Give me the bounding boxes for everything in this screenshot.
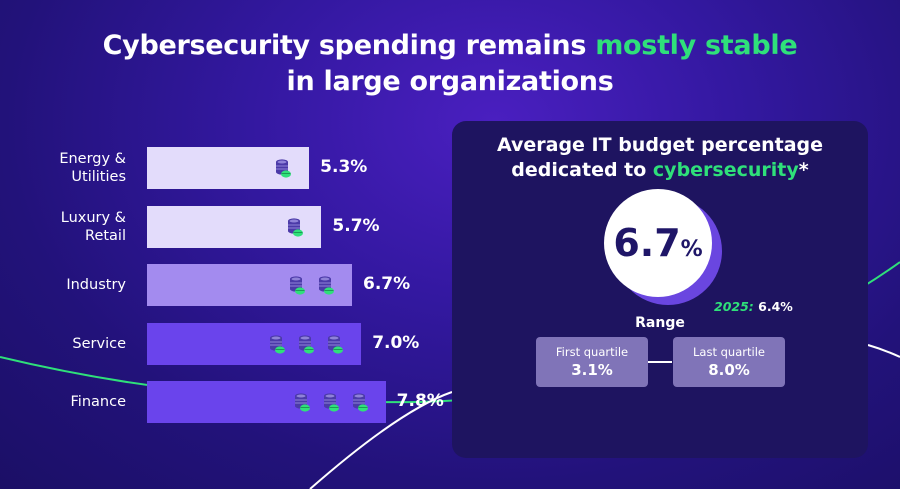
coin-stack-group xyxy=(289,274,336,296)
coin-stack-icon xyxy=(269,333,287,355)
category-label: Service xyxy=(72,335,126,352)
page-title-line-1: Cybersecurity spending remains mostly st… xyxy=(102,30,798,61)
bar-value-label: 6.7% xyxy=(363,274,411,294)
last-quartile-value: 8.0% xyxy=(708,361,750,379)
page-title-line-2: in large organizations xyxy=(286,66,614,97)
bar xyxy=(147,381,386,423)
category-label: Finance xyxy=(70,394,126,410)
bar xyxy=(147,322,362,365)
summary-card: Average IT budget percentage dedicated t… xyxy=(452,121,868,458)
coin-stack-icon xyxy=(318,274,336,296)
white-decorative-curve xyxy=(309,391,453,489)
last-quartile-label: Last quartile xyxy=(693,345,765,359)
range-connector xyxy=(648,361,672,363)
coin-stack-group xyxy=(287,216,305,238)
bar-chart: Energy & Utilities 5.3% Luxury & Retail 5.7% I… xyxy=(59,147,444,423)
summary-title-highlight: cybersecurity xyxy=(652,159,799,181)
coin-stack-icon xyxy=(294,391,312,413)
coin-stack-icon xyxy=(287,216,305,238)
coin-stack-group xyxy=(275,157,293,179)
coin-stack-icon xyxy=(352,391,370,413)
coin-stack-group xyxy=(269,333,345,355)
range-label: Range xyxy=(635,315,685,331)
page-title: Cybersecurity spending remains mostly st… xyxy=(0,28,900,100)
coin-stack-icon xyxy=(298,333,316,355)
bar-value-label: 7.8% xyxy=(396,391,444,411)
bar-value-label: 7.0% xyxy=(372,332,420,353)
category-label: Luxury & Retail xyxy=(60,209,126,244)
coin-stack-icon xyxy=(275,157,293,179)
average-value: 6.7 xyxy=(613,221,681,265)
first-quartile-box: First quartile 3.1% xyxy=(536,337,648,387)
first-quartile-label: First quartile xyxy=(555,345,629,359)
first-quartile-value: 3.1% xyxy=(571,361,613,379)
category-label: Energy & Utilities xyxy=(59,151,126,185)
white-decorative-curve-right xyxy=(867,344,900,358)
summary-title: Average IT budget percentage dedicated t… xyxy=(496,134,824,181)
bar xyxy=(147,264,353,306)
average-value-unit: % xyxy=(680,237,703,262)
category-label: Industry xyxy=(66,277,126,293)
previous-year-value: 2025: 6.4% xyxy=(714,299,793,314)
average-value-circle: 6.7% xyxy=(604,189,712,297)
last-quartile-box: Last quartile 8.0% xyxy=(673,337,785,387)
coin-stack-group xyxy=(294,391,370,413)
coin-stack-icon xyxy=(289,274,307,296)
bar-value-label: 5.3% xyxy=(320,157,368,177)
title-highlight: mostly stable xyxy=(595,30,798,61)
bar-value-label: 5.7% xyxy=(332,215,380,236)
coin-stack-icon xyxy=(323,391,341,413)
coin-stack-icon xyxy=(327,333,345,355)
